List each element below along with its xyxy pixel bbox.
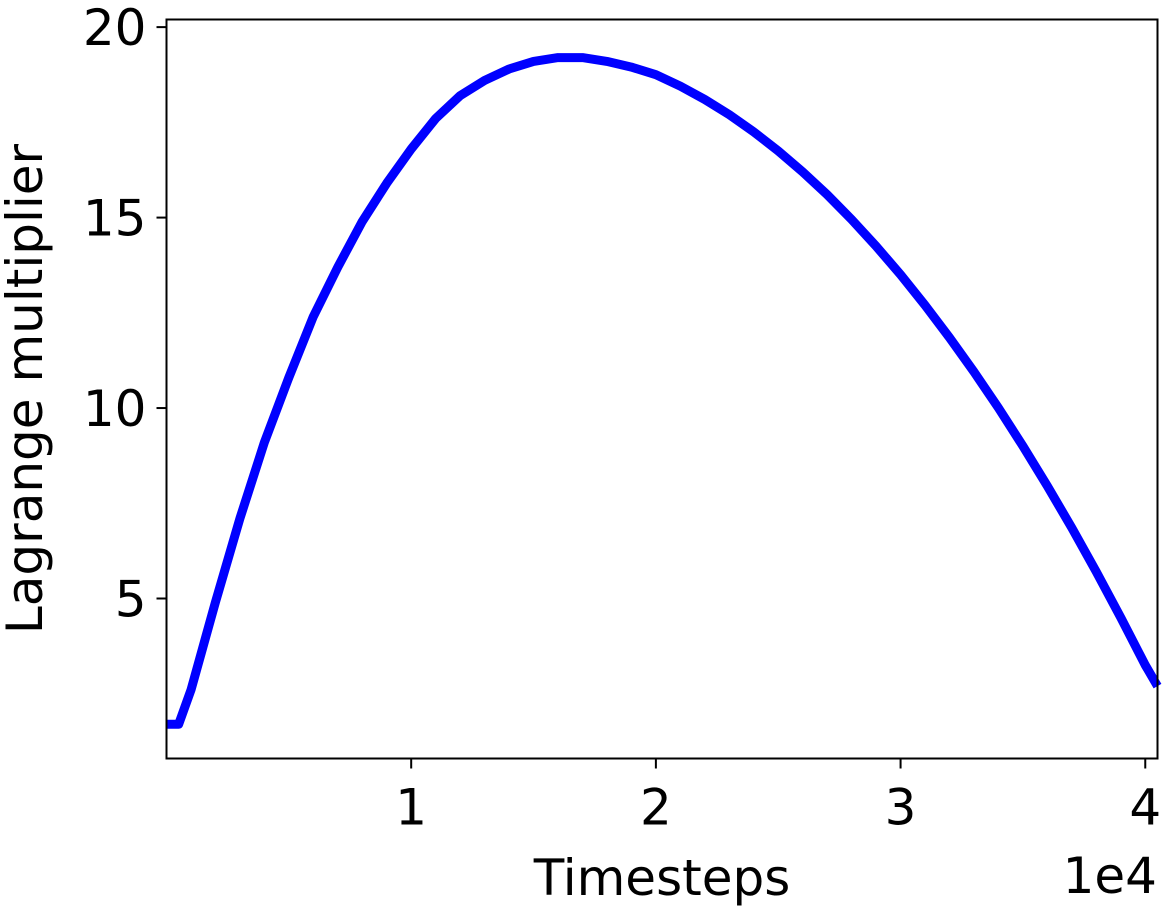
y-axis-title: Lagrange multiplier (0, 143, 54, 634)
series-line-0 (166, 53, 1162, 729)
plot-area (166, 19, 1158, 759)
series-layer (166, 53, 1162, 729)
x-axis-title: Timesteps (533, 849, 791, 907)
x-axis: 1 2 3 4 (395, 758, 1161, 837)
y-axis: 5 10 15 20 (83, 0, 167, 629)
x-tick-label-1: 2 (640, 779, 672, 837)
x-tick-label-3: 4 (1129, 779, 1161, 837)
plot-frame (165, 18, 1159, 760)
x-axis-offset-label: 1e4 (1063, 847, 1157, 905)
y-tick-label-3: 20 (83, 0, 147, 57)
x-tick-label-2: 3 (885, 779, 917, 837)
y-tick-label-1: 10 (83, 380, 147, 438)
y-tick-label-2: 15 (83, 190, 147, 248)
x-tick-label-0: 1 (395, 779, 427, 837)
y-tick-label-0: 5 (115, 571, 147, 629)
